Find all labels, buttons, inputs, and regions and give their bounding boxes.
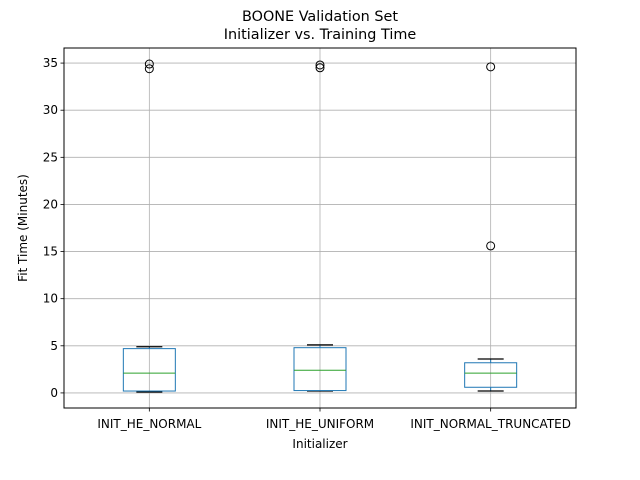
- box-init-he-uniform: [293, 60, 347, 392]
- y-tick-label: 5: [50, 339, 58, 353]
- outlier-point: [144, 64, 154, 74]
- x-tick-label: INIT_NORMAL_TRUNCATED: [410, 417, 571, 431]
- x-axis-label: Initializer: [292, 437, 347, 451]
- y-tick-label: 20: [43, 197, 58, 211]
- iqr-box: [464, 362, 518, 388]
- outlier-point: [315, 63, 325, 73]
- box-init-he-normal: [122, 59, 176, 393]
- y-tick-label: 15: [43, 245, 58, 259]
- outlier-point: [486, 62, 496, 72]
- outlier-point: [486, 241, 496, 251]
- y-tick-label: 25: [43, 150, 58, 164]
- x-tick-label: INIT_HE_NORMAL: [97, 417, 201, 431]
- y-axis-label: Fit Time (Minutes): [16, 174, 30, 282]
- iqr-box: [122, 348, 176, 392]
- axis-ticks: 0 5 10 15 20 25 30 35 INIT_HE_NORMAL INIT_HE_UNIF…: [43, 56, 571, 431]
- box-series: [122, 59, 518, 393]
- y-tick-label: 35: [43, 56, 58, 70]
- iqr-box: [293, 347, 347, 392]
- y-tick-label: 30: [43, 103, 58, 117]
- outlier-point: [144, 59, 154, 69]
- outlier-point: [315, 60, 325, 70]
- x-tick-label: INIT_HE_UNIFORM: [266, 417, 374, 431]
- y-tick-label: 10: [43, 292, 58, 306]
- chart-title-line-1: BOONE Validation Set: [242, 9, 398, 25]
- gridlines: [64, 48, 576, 408]
- box-init-normal-truncated: [464, 62, 518, 392]
- chart-title-line-2: Initializer vs. Training Time: [224, 27, 417, 43]
- y-tick-label: 0: [50, 386, 58, 400]
